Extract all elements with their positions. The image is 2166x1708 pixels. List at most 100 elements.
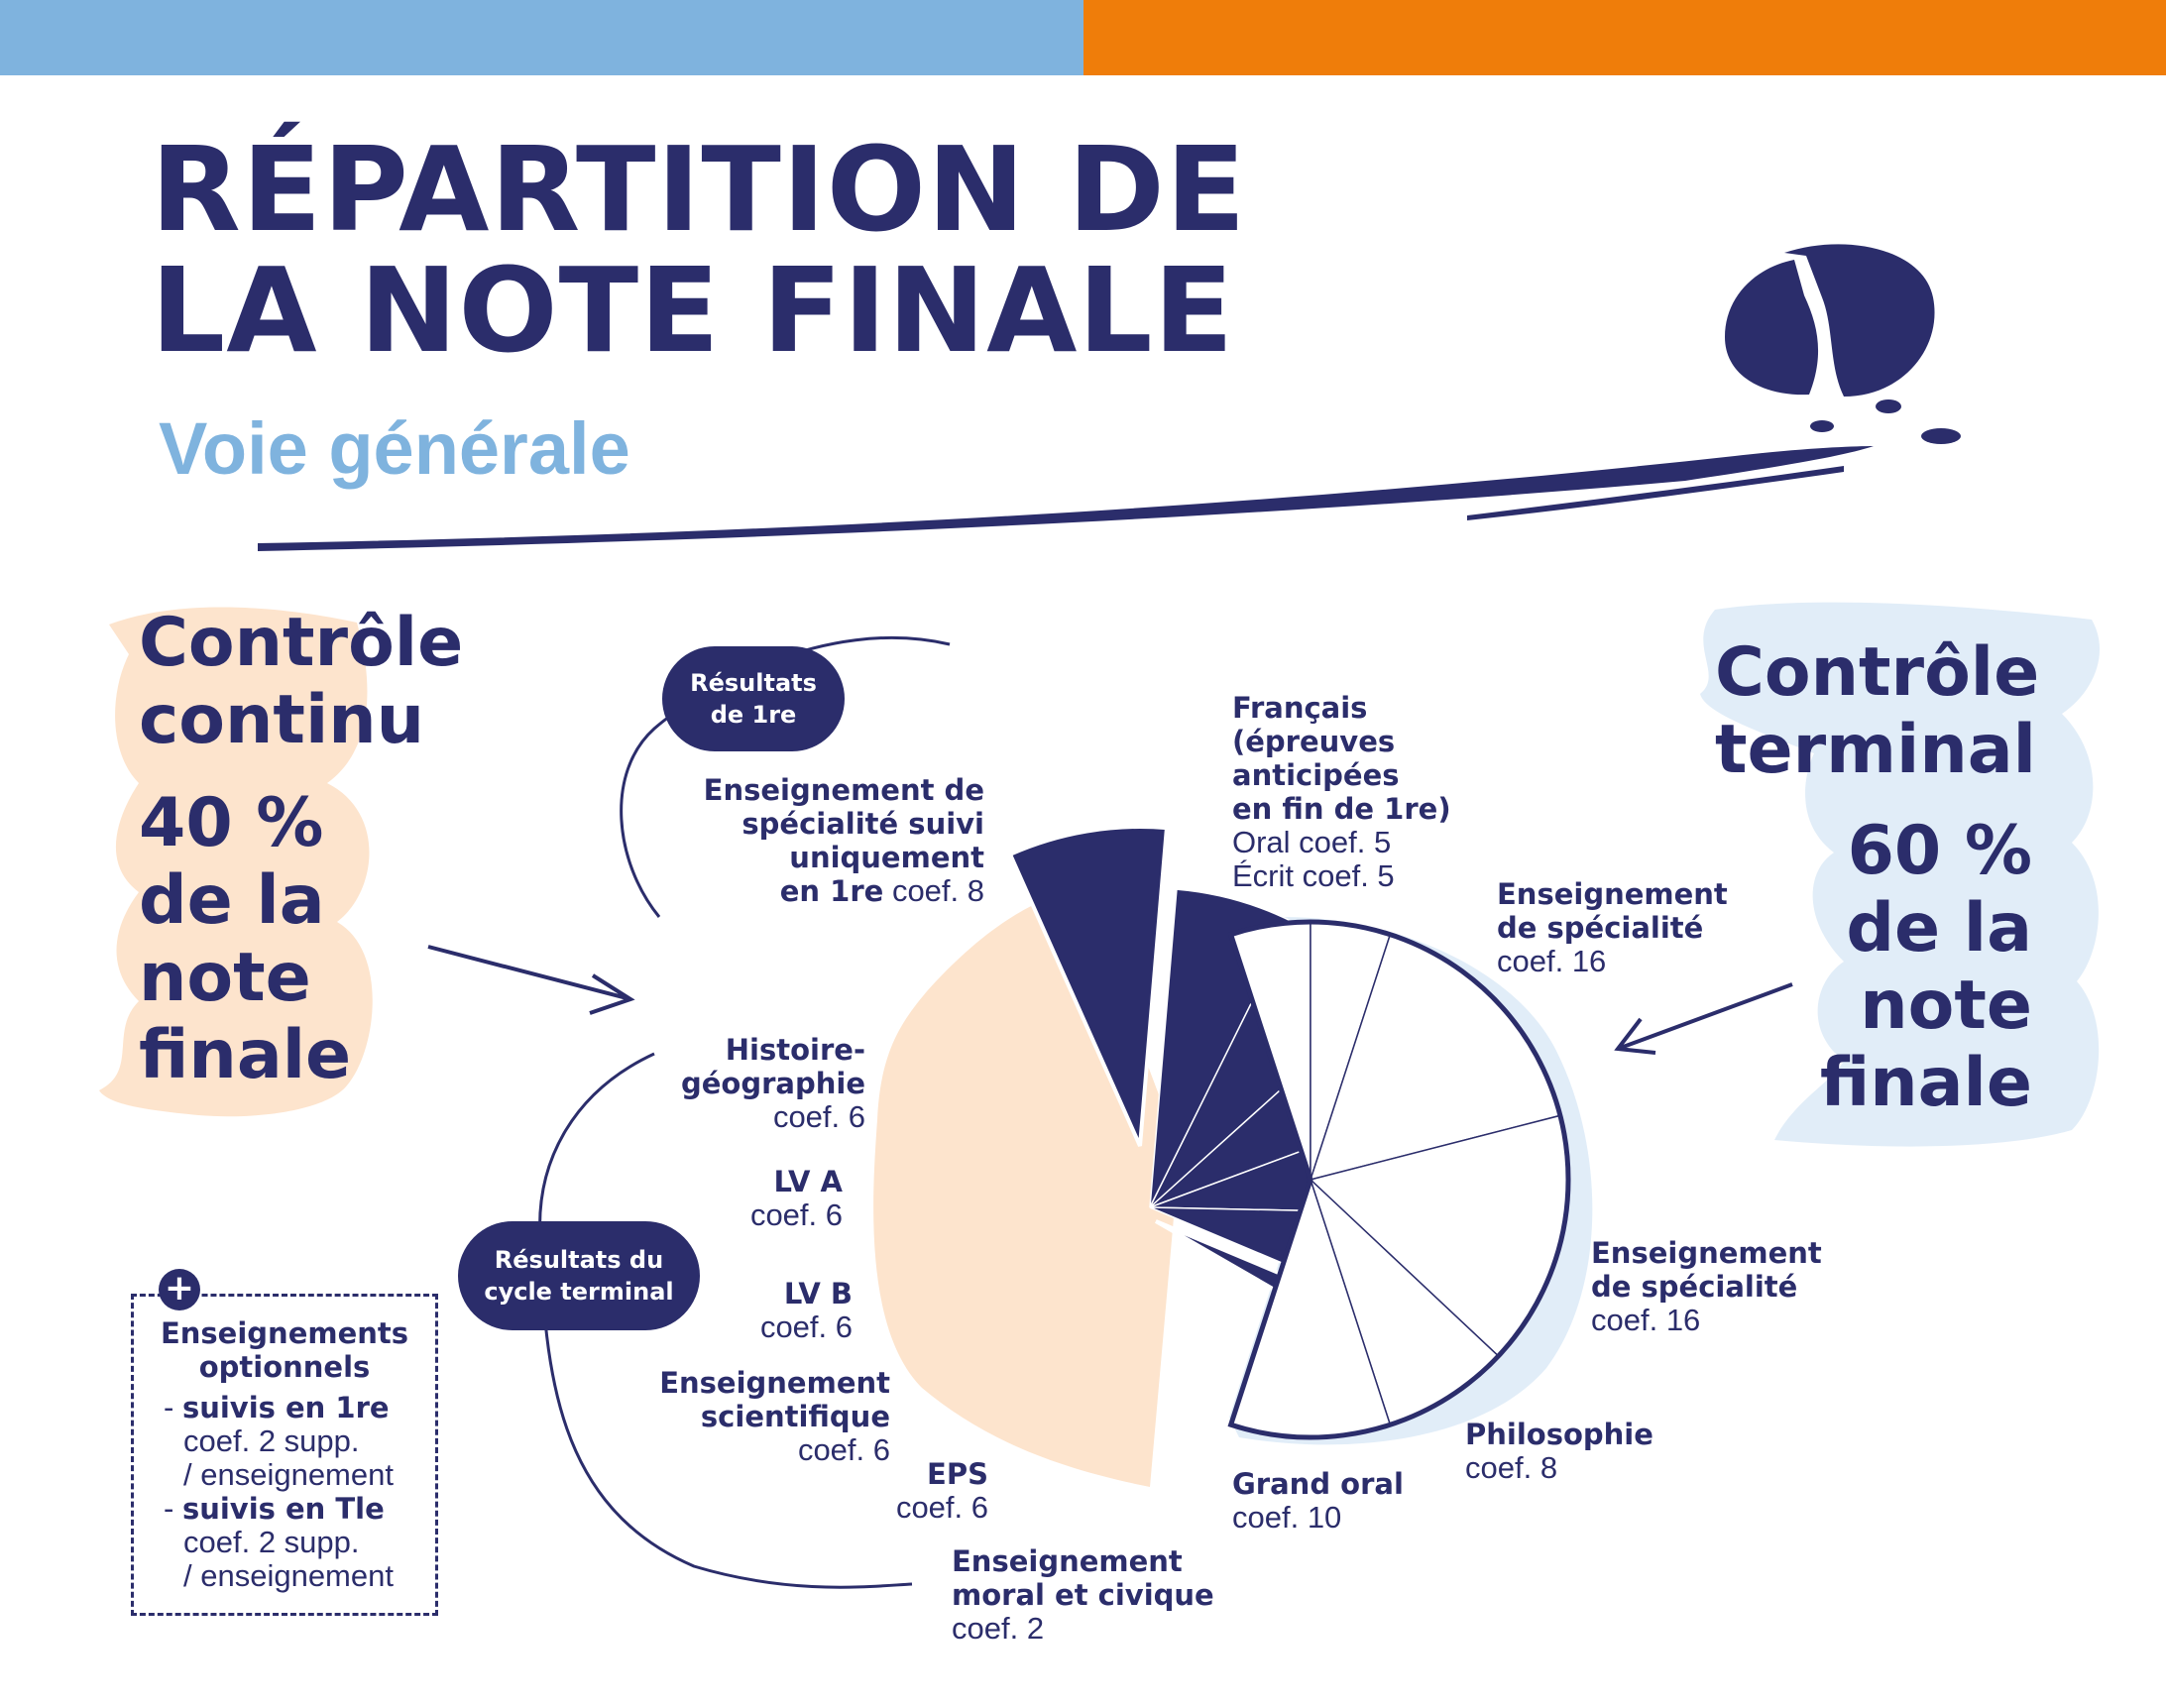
- controle-continu-heading: Contrôle continu: [139, 605, 463, 759]
- pill-1re-line1: Résultats: [690, 669, 817, 697]
- emc-l2: moral et civique: [952, 1578, 1214, 1612]
- pill-cycle-line1: Résultats du: [494, 1246, 664, 1274]
- sci-coef: coef. 6: [797, 1432, 890, 1467]
- plus-icon: +: [159, 1269, 200, 1310]
- dot-icon: [1876, 399, 1901, 413]
- options-title: Enseignements optionnels: [151, 1316, 418, 1384]
- cc-pct-line2: de la: [139, 861, 325, 940]
- speb-coef: coef. 16: [1591, 1303, 1701, 1337]
- pill-cycle-line2: cycle terminal: [484, 1278, 674, 1306]
- title-line-2: LA NOTE FINALE: [151, 242, 1235, 379]
- label-eps: EPS coef. 6: [896, 1457, 988, 1525]
- opt1-l2: coef. 2 supp.: [183, 1423, 360, 1458]
- ct-heading-line1: Contrôle: [1715, 633, 2040, 712]
- label-spe-1re: Enseignement de spécialité suivi uniquem…: [704, 773, 984, 908]
- pie-slice-left-0: [1007, 825, 1170, 1147]
- spe1-l4: en 1re: [779, 874, 884, 908]
- label-histoire-geo: Histoire- géographie coef. 6: [681, 1033, 865, 1134]
- go-l1: Grand oral: [1232, 1467, 1404, 1501]
- spe1-coef: coef. 8: [891, 873, 984, 908]
- hg-l2: géographie: [681, 1067, 865, 1100]
- philo-coef: coef. 8: [1465, 1450, 1558, 1485]
- ct-pct: 60 %: [1847, 812, 2032, 890]
- controle-terminal-heading: Contrôle terminal: [1715, 634, 2039, 789]
- options-item-tle: - suivis en Tle coef. 2 supp. / enseigne…: [164, 1491, 394, 1593]
- lvb-coef: coef. 6: [759, 1309, 853, 1344]
- ct-pct-line4: finale: [1819, 1044, 2032, 1122]
- opt2-l2: coef. 2 supp.: [183, 1525, 360, 1559]
- opt-title-l1: Enseignements: [160, 1316, 409, 1350]
- label-francais: Français (épreuves anticipées en fin de …: [1232, 691, 1451, 893]
- label-lvb: LV B coef. 6: [760, 1277, 853, 1344]
- ct-pct-line3: note: [1860, 967, 2032, 1045]
- opt2-l3: / enseignement: [183, 1558, 394, 1593]
- fr-l3: anticipées: [1232, 758, 1400, 792]
- spea-l2: de spécialité: [1497, 911, 1704, 945]
- arrow-left-icon: [427, 945, 635, 1015]
- fr-oral: Oral coef. 5: [1232, 825, 1392, 859]
- label-emc: Enseignement moral et civique coef. 2: [952, 1544, 1214, 1646]
- peach-brush-left: [99, 607, 373, 1117]
- eps-l1: EPS: [927, 1457, 988, 1491]
- eps-coef: coef. 6: [895, 1490, 988, 1525]
- opt2-title: suivis en Tle: [181, 1492, 385, 1526]
- bracket-bottom-line: [538, 1052, 913, 1589]
- philo-l1: Philosophie: [1465, 1418, 1653, 1451]
- opt1-l3: / enseignement: [183, 1457, 394, 1492]
- spea-coef: coef. 16: [1497, 944, 1607, 978]
- fr-l2: (épreuves: [1232, 725, 1396, 758]
- fr-l1: Français: [1232, 691, 1368, 725]
- cc-pct: 40 %: [139, 784, 324, 862]
- speb-l2: de spécialité: [1591, 1270, 1798, 1304]
- fr-ecrit: Écrit coef. 5: [1232, 858, 1395, 893]
- cc-heading-line1: Contrôle: [139, 604, 464, 682]
- label-spe-a: Enseignement de spécialité coef. 16: [1497, 877, 1728, 978]
- options-box: [131, 1294, 438, 1616]
- header-bar-blue: [0, 0, 1083, 75]
- hg-coef: coef. 6: [772, 1099, 865, 1134]
- dot-icon: [1921, 428, 1961, 444]
- underline-stroke: [258, 446, 1874, 551]
- resultats-1re-pill: Résultats de 1re: [662, 646, 845, 751]
- cc-pct-line3: note: [139, 939, 311, 1017]
- controle-continu-share: 40 % de la note finale: [139, 785, 351, 1094]
- lva-l1: LV A: [773, 1165, 843, 1198]
- sci-l1: Enseignement: [659, 1366, 890, 1400]
- lvb-l1: LV B: [783, 1277, 853, 1310]
- page-title: RÉPARTITION DE LA NOTE FINALE: [151, 129, 1247, 371]
- spea-l1: Enseignement: [1497, 877, 1728, 911]
- fr-l4: en fin de 1re): [1232, 792, 1451, 826]
- lva-coef: coef. 6: [749, 1197, 843, 1232]
- label-lva: LV A coef. 6: [750, 1165, 843, 1232]
- ct-pct-line2: de la: [1846, 889, 2032, 968]
- ct-heading-line2: terminal: [1715, 711, 2036, 789]
- label-philo: Philosophie coef. 8: [1465, 1418, 1653, 1485]
- spe1-l2: spécialité suivi: [741, 807, 984, 841]
- page-subtitle: Voie générale: [159, 407, 630, 490]
- pie-outline-right: [1227, 919, 1571, 1440]
- cc-heading-line2: continu: [139, 681, 425, 759]
- options-item-1re: - suivis en 1re coef. 2 supp. / enseigne…: [164, 1390, 394, 1492]
- speb-l1: Enseignement: [1591, 1236, 1822, 1270]
- cc-pct-line4: finale: [139, 1016, 352, 1094]
- blue-brush-right: [1700, 602, 2101, 1147]
- bracket-top-line: [620, 635, 951, 918]
- label-grand-oral: Grand oral coef. 10: [1232, 1467, 1404, 1535]
- title-line-1: RÉPARTITION DE: [151, 121, 1247, 258]
- label-spe-b: Enseignement de spécialité coef. 16: [1591, 1236, 1822, 1337]
- pill-1re-line2: de 1re: [710, 701, 797, 729]
- controle-terminal-pie: [1227, 919, 1571, 1440]
- resultats-cycle-pill: Résultats du cycle terminal: [458, 1221, 700, 1330]
- opt-title-l2: optionnels: [198, 1350, 371, 1384]
- emc-coef: coef. 2: [952, 1611, 1045, 1646]
- arrow-right-icon: [1614, 982, 1793, 1055]
- logo-blob-left-icon: [1725, 260, 1819, 396]
- hg-l1: Histoire-: [725, 1033, 865, 1067]
- sci-l2: scientifique: [700, 1400, 890, 1433]
- underline-stroke-2: [1467, 466, 1844, 520]
- logo-blob-icon: [1784, 244, 1935, 397]
- spe1-l1: Enseignement de: [703, 773, 984, 807]
- spe1-l3: uniquement: [789, 841, 984, 874]
- controle-terminal-share: 60 % de la note finale: [1820, 813, 2032, 1122]
